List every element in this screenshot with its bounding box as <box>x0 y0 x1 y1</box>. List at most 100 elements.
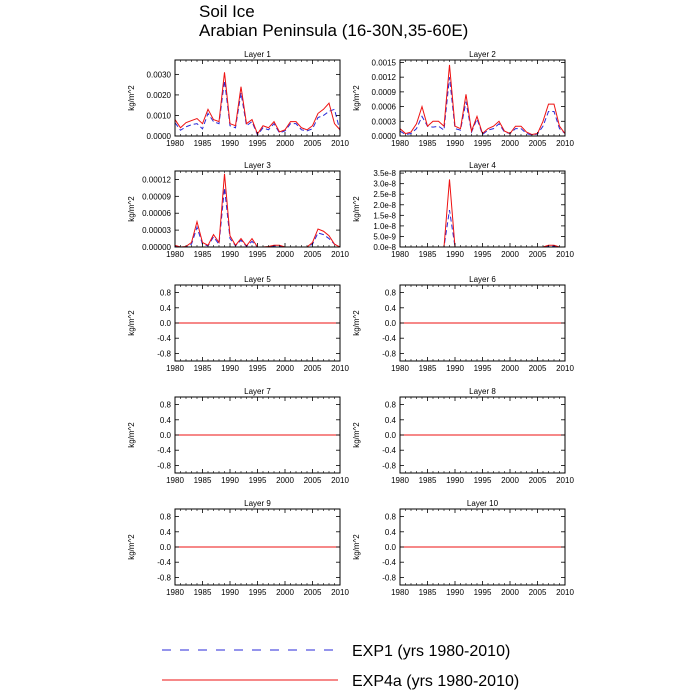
x-tick-label: 1980 <box>166 364 184 373</box>
x-tick-label: 2005 <box>304 588 322 597</box>
x-tick-label: 1980 <box>166 250 184 259</box>
x-tick-label: 1985 <box>194 250 212 259</box>
panel-layer-3: 1980 1985 1990 1995 2000 2005 2010 0.00000 0.000… <box>127 161 349 259</box>
x-tick-label: 1985 <box>419 476 437 485</box>
y-tick-label: 0.0015 <box>372 58 397 67</box>
y-tick-label: 0.0 <box>385 431 397 440</box>
y-tick-label: 0.00006 <box>142 209 171 218</box>
y-axis-label: kg/m^2 <box>352 534 361 560</box>
panel-layer-1: 1980 1985 1990 1995 2000 2005 2010 0.0000 0.0010… <box>127 50 349 148</box>
x-tick-label: 2000 <box>501 476 519 485</box>
x-tick-label: 2005 <box>304 476 322 485</box>
x-tick-label: 1985 <box>419 139 437 148</box>
plot-frame <box>399 170 566 248</box>
x-tick-label: 2010 <box>331 364 349 373</box>
y-tick-label: 0.4 <box>160 528 172 537</box>
panel-title: Layer 6 <box>469 275 496 284</box>
y-tick-label: -0.8 <box>382 573 396 582</box>
x-tick-label: 2005 <box>529 588 547 597</box>
plot-frame <box>174 59 341 137</box>
x-tick-label: 2000 <box>276 250 294 259</box>
y-tick-label: 0.0000 <box>372 132 397 141</box>
y-axis-label: kg/m^2 <box>352 310 361 336</box>
x-tick-label: 2005 <box>304 364 322 373</box>
figure-title: Soil Ice <box>199 2 255 21</box>
x-tick-label: 2010 <box>556 476 574 485</box>
series-line-exp4a <box>400 179 565 247</box>
panel-title: Layer 5 <box>244 275 271 284</box>
x-tick-label: 1980 <box>391 588 409 597</box>
x-tick-label: 1990 <box>221 588 239 597</box>
x-tick-label: 1995 <box>474 139 492 148</box>
series-line-exp1 <box>400 209 565 247</box>
series-line-exp4a <box>175 72 340 136</box>
y-tick-label: 1.5e-8 <box>373 211 396 220</box>
panel-layer-6: 1980 1985 1990 1995 2000 2005 2010 -0.8 -0.4 0.0 0… <box>352 275 574 373</box>
y-tick-label: 0.0006 <box>372 103 397 112</box>
x-tick-label: 1995 <box>474 364 492 373</box>
x-tick-label: 2000 <box>276 588 294 597</box>
x-tick-label: 2000 <box>501 364 519 373</box>
y-tick-label: 0.8 <box>385 513 397 522</box>
x-tick-label: 1990 <box>446 476 464 485</box>
y-tick-label: 3.0e-8 <box>373 180 396 189</box>
x-tick-label: 2005 <box>529 250 547 259</box>
y-tick-label: 0.0020 <box>147 91 172 100</box>
y-axis-label: kg/m^2 <box>127 422 136 448</box>
x-tick-label: 1980 <box>391 476 409 485</box>
legend: EXP1 (yrs 1980-2010) EXP4a (yrs 1980-2010… <box>162 643 519 690</box>
y-tick-label: 0.00003 <box>142 226 171 235</box>
y-tick-label: -0.4 <box>157 334 171 343</box>
x-tick-label: 2010 <box>331 250 349 259</box>
series-line-exp4a <box>175 173 340 247</box>
x-tick-label: 1980 <box>391 250 409 259</box>
x-tick-label: 1995 <box>474 250 492 259</box>
y-tick-label: 0.00000 <box>142 243 171 252</box>
x-tick-label: 1995 <box>474 588 492 597</box>
y-axis-label: kg/m^2 <box>352 85 361 111</box>
y-axis-label: kg/m^2 <box>352 196 361 222</box>
y-tick-label: -0.8 <box>382 461 396 470</box>
y-tick-label: -0.4 <box>157 446 171 455</box>
panel-title: Layer 8 <box>469 387 496 396</box>
x-tick-label: 2010 <box>556 588 574 597</box>
x-tick-label: 1990 <box>221 476 239 485</box>
panel-layer-2: 1980 1985 1990 1995 2000 2005 2010 0.0000 0.0003… <box>352 50 574 148</box>
x-tick-label: 1985 <box>419 250 437 259</box>
y-tick-label: 0.0012 <box>372 73 397 82</box>
panel-title: Layer 4 <box>469 161 496 170</box>
x-tick-label: 2000 <box>276 476 294 485</box>
x-tick-label: 1995 <box>474 476 492 485</box>
y-axis-label: kg/m^2 <box>127 85 136 111</box>
panel-layer-5: 1980 1985 1990 1995 2000 2005 2010 -0.8 -0.4 0.0 0… <box>127 275 349 373</box>
x-tick-label: 1990 <box>221 139 239 148</box>
x-tick-label: 1985 <box>194 476 212 485</box>
panel-layer-4: 1980 1985 1990 1995 2000 2005 2010 0.0e-8 5.0e-9… <box>352 161 574 259</box>
x-tick-label: 1980 <box>391 364 409 373</box>
x-tick-label: 2000 <box>276 139 294 148</box>
y-tick-label: 0.0009 <box>372 88 397 97</box>
x-tick-label: 2000 <box>501 139 519 148</box>
y-axis-label: kg/m^2 <box>127 196 136 222</box>
x-tick-label: 1985 <box>419 588 437 597</box>
panel-layer-9: 1980 1985 1990 1995 2000 2005 2010 -0.8 -0.4 0.0 0… <box>127 499 349 597</box>
y-tick-label: -0.4 <box>382 558 396 567</box>
y-tick-label: 0.4 <box>385 416 397 425</box>
y-tick-label: -0.8 <box>157 573 171 582</box>
figure-subtitle: Arabian Peninsula (16-30N,35-60E) <box>199 21 469 40</box>
x-tick-label: 1980 <box>166 588 184 597</box>
y-tick-label: 2.5e-8 <box>373 190 396 199</box>
panels-group: 1980 1985 1990 1995 2000 2005 2010 0.0000 0.0010… <box>127 50 574 597</box>
x-tick-label: 2010 <box>556 250 574 259</box>
y-tick-label: 0.00009 <box>142 192 171 201</box>
x-tick-label: 1995 <box>249 364 267 373</box>
x-tick-label: 2005 <box>529 139 547 148</box>
x-tick-label: 1990 <box>446 250 464 259</box>
y-tick-label: 0.00012 <box>142 175 171 184</box>
y-tick-label: 0.4 <box>385 304 397 313</box>
y-tick-label: 0.0 <box>160 319 172 328</box>
panel-title: Layer 9 <box>244 499 271 508</box>
y-tick-label: 3.5e-8 <box>373 169 396 178</box>
y-tick-label: -0.4 <box>157 558 171 567</box>
